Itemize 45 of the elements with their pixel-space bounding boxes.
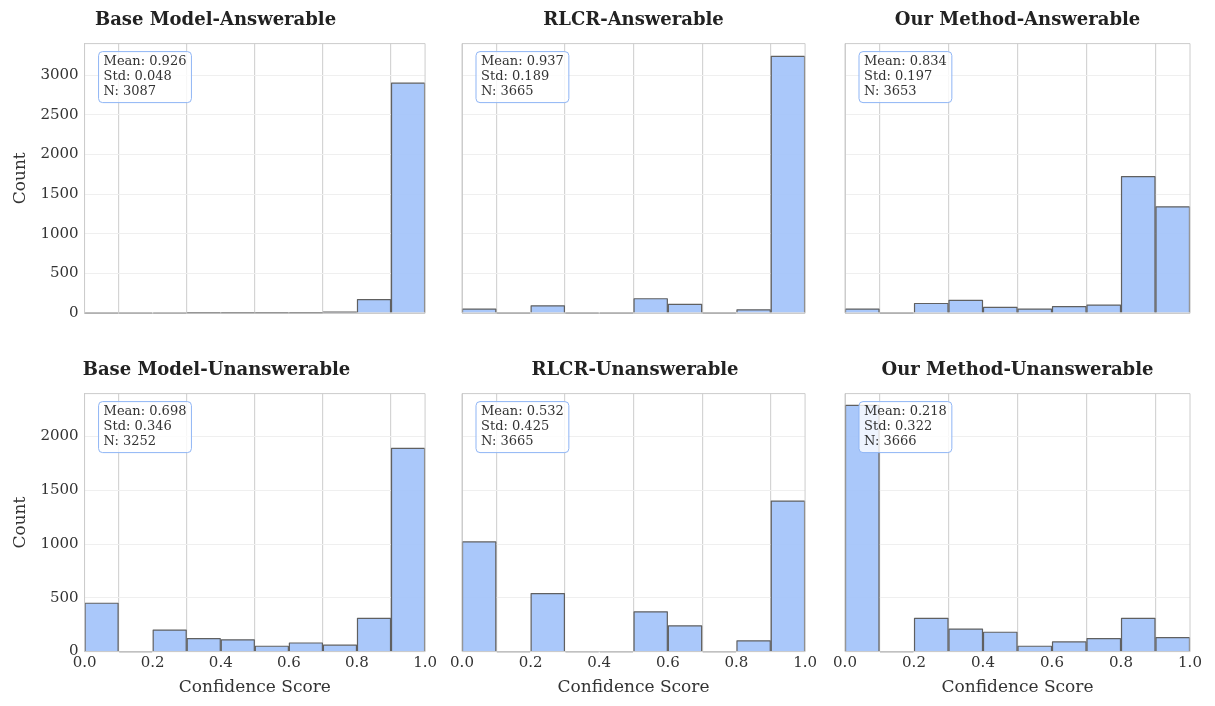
chart-title: Base Model-Answerable bbox=[94, 8, 337, 30]
x-tick-label: 0.6 bbox=[276, 653, 301, 672]
y-tick-label: 0 bbox=[69, 302, 79, 321]
y-tick-label: 3000 bbox=[40, 65, 79, 84]
y-tick-label: 1500 bbox=[40, 480, 79, 499]
x-tick-label: 1.0 bbox=[793, 653, 817, 672]
x-tick-label: 0.2 bbox=[518, 653, 543, 672]
annotation: Mean: 0.926 Std: 0.048 N: 3087 bbox=[103, 53, 187, 99]
x-tick-label: 0.6 bbox=[655, 653, 680, 672]
annotation: Mean: 0.218 Std: 0.322 N: 3666 bbox=[864, 403, 947, 449]
chart-title: Our Method-Answerable bbox=[894, 8, 1141, 30]
annotation: Mean: 0.937 Std: 0.189 N: 3665 bbox=[481, 53, 564, 99]
x-tick-label: 0.0 bbox=[833, 653, 857, 672]
x-tick-label: 0.8 bbox=[724, 653, 749, 672]
x-tick-label: 0.4 bbox=[587, 653, 612, 672]
y-tick-label: 2000 bbox=[40, 144, 79, 163]
y-tick-label: 1000 bbox=[40, 223, 79, 242]
y-tick-label: 2500 bbox=[40, 104, 79, 123]
chart-title: RLCR-Answerable bbox=[543, 8, 724, 30]
y-axis-title: Count bbox=[8, 496, 29, 549]
x-tick-label: 0.8 bbox=[1109, 653, 1133, 672]
x-tick-label: 0.6 bbox=[1040, 653, 1064, 672]
chart-title: Base Model-Unanswerable bbox=[82, 358, 351, 380]
annotation: Mean: 0.834 Std: 0.197 N: 3653 bbox=[864, 53, 947, 99]
y-tick-label: 2000 bbox=[40, 426, 79, 445]
x-tick-label: 0.2 bbox=[140, 653, 165, 672]
x-tick-label: 0.4 bbox=[208, 653, 233, 672]
y-tick-label: 500 bbox=[49, 587, 79, 606]
annotation: Mean: 0.698 Std: 0.346 N: 3252 bbox=[103, 403, 187, 449]
chart-title: Our Method-Unanswerable bbox=[881, 358, 1154, 380]
x-tick-label: 0.8 bbox=[345, 653, 369, 672]
x-axis-title: Confidence Score bbox=[941, 676, 1094, 697]
x-tick-label: 0.2 bbox=[902, 653, 926, 672]
x-axis-title: Confidence Score bbox=[557, 676, 710, 697]
y-axis-title: Count bbox=[8, 152, 29, 205]
y-tick-label: 1500 bbox=[40, 184, 79, 203]
y-tick-label: 500 bbox=[49, 263, 79, 282]
x-tick-label: 0.4 bbox=[971, 653, 995, 672]
y-tick-label: 1000 bbox=[40, 533, 79, 552]
x-tick-label: 0.0 bbox=[450, 653, 474, 672]
chart-title: RLCR-Unanswerable bbox=[531, 358, 739, 380]
x-tick-label: 1.0 bbox=[413, 653, 437, 672]
x-tick-label: 1.0 bbox=[1178, 653, 1202, 672]
annotation: Mean: 0.532 Std: 0.425 N: 3665 bbox=[481, 403, 564, 449]
x-axis-title: Confidence Score bbox=[178, 676, 331, 697]
